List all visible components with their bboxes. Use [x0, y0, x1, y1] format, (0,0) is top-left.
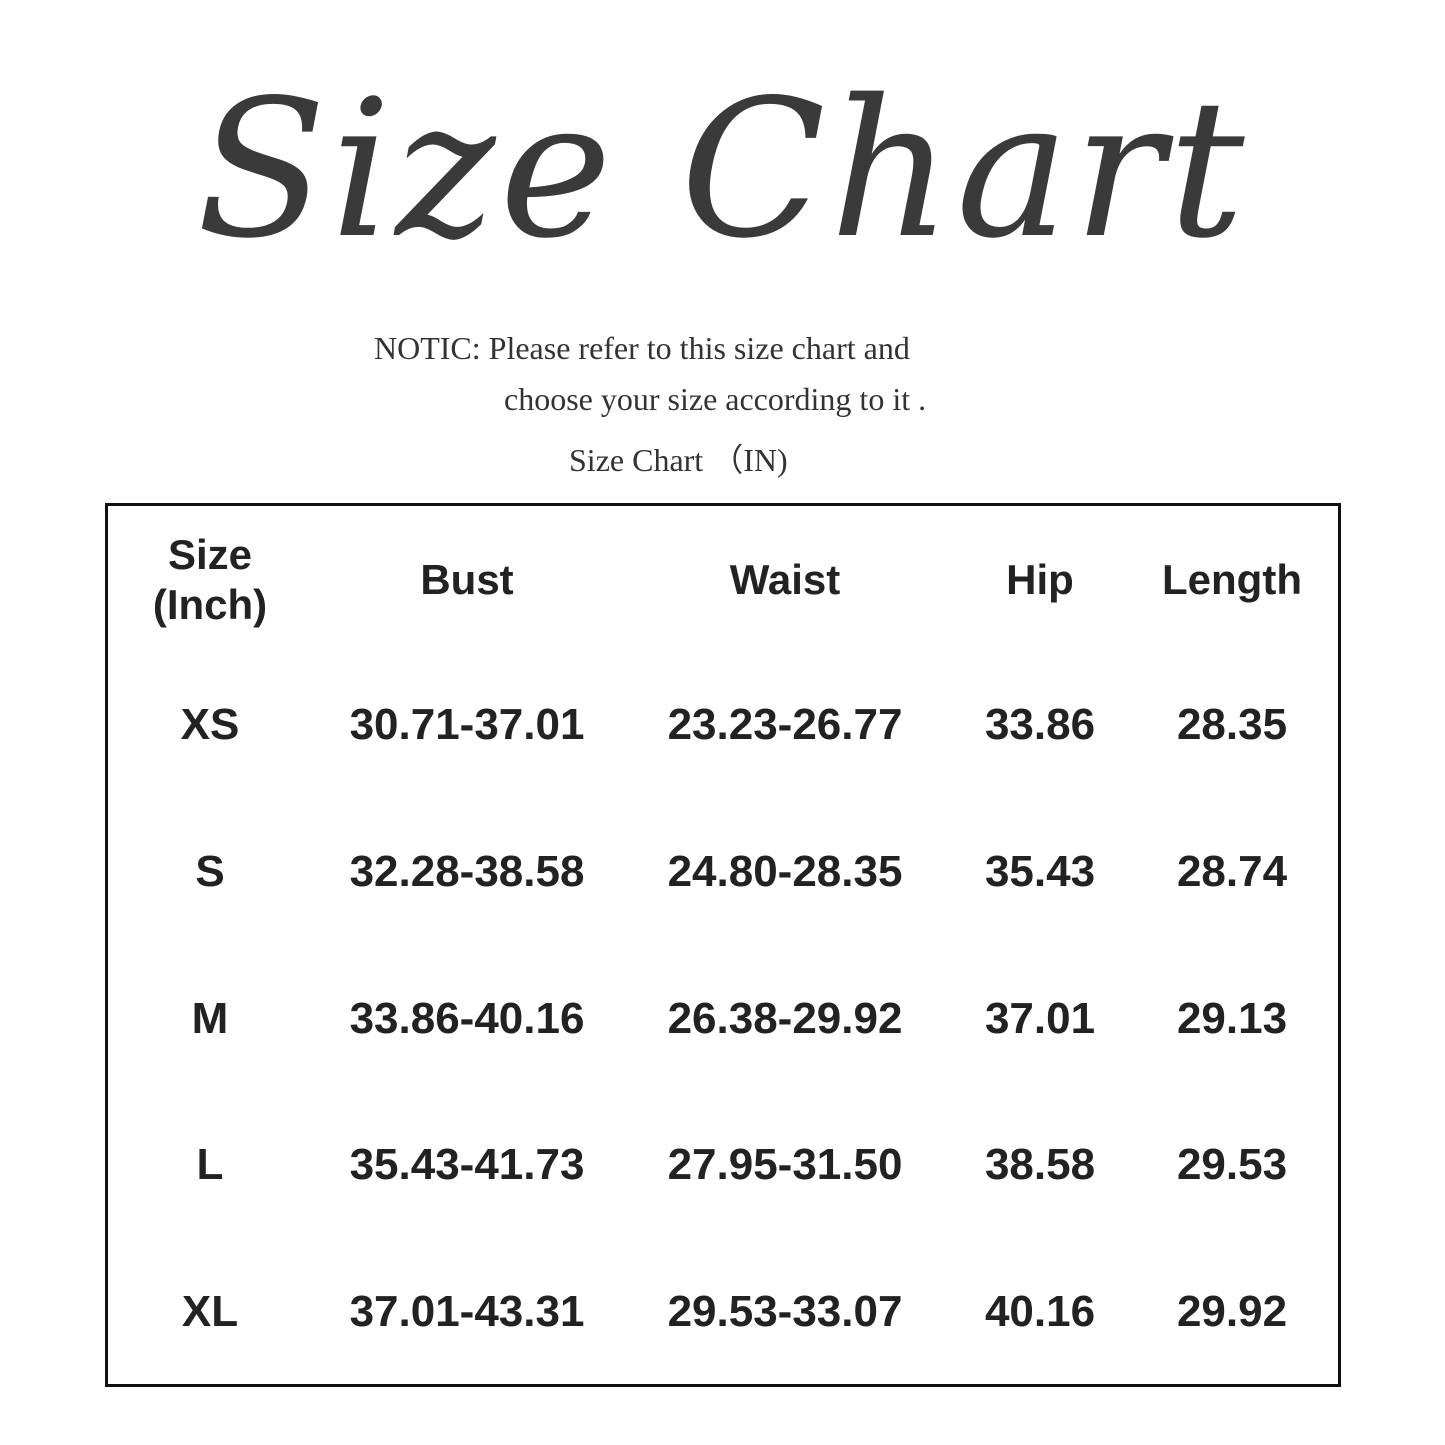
- size-label: S: [195, 847, 225, 896]
- table-cell: 29.53-33.07: [667, 1287, 903, 1336]
- table-cell: 35.43: [984, 847, 1096, 896]
- size-label: L: [196, 1140, 224, 1189]
- table-cell: 28.74: [1176, 847, 1288, 896]
- column-header: Waist: [729, 556, 841, 603]
- table-cell: 37.01-43.31: [349, 1287, 585, 1336]
- table-cell: 30.71-37.01: [349, 700, 585, 749]
- column-header: Hip: [1006, 556, 1074, 603]
- table-cell: 23.23-26.77: [667, 700, 903, 749]
- table-cell: 40.16: [984, 1287, 1096, 1336]
- size-label: XL: [181, 1287, 239, 1336]
- table-cell: 37.01: [984, 994, 1096, 1043]
- notice-line-1: NOTIC: Please refer to this size chart a…: [374, 330, 910, 366]
- size-label: M: [191, 994, 229, 1043]
- table-cell: 29.13: [1176, 994, 1288, 1043]
- table-cell: 33.86-40.16: [349, 994, 585, 1043]
- table-cell: 32.28-38.58: [349, 847, 585, 896]
- table-cell: 26.38-29.92: [667, 994, 903, 1043]
- table-cell: 28.35: [1176, 700, 1288, 749]
- notice-line-2: choose your size according to it .: [504, 381, 927, 417]
- size-table: [105, 503, 1341, 1387]
- table-cell: 27.95-31.50: [667, 1140, 903, 1189]
- column-header: Size (Inch): [152, 531, 268, 628]
- table-cell: 29.53: [1176, 1140, 1288, 1189]
- column-header: Bust: [420, 556, 514, 603]
- table-cell: 24.80-28.35: [667, 847, 903, 896]
- table-cell: 38.58: [984, 1140, 1096, 1189]
- table-cell: 29.92: [1176, 1287, 1288, 1336]
- table-cell: 33.86: [984, 700, 1096, 749]
- column-header: Length: [1162, 556, 1302, 603]
- page-title: Size Chart: [196, 59, 1249, 280]
- size-label: XS: [180, 700, 240, 749]
- unit-caption: Size Chart （IN): [569, 442, 788, 478]
- table-cell: 35.43-41.73: [349, 1140, 585, 1189]
